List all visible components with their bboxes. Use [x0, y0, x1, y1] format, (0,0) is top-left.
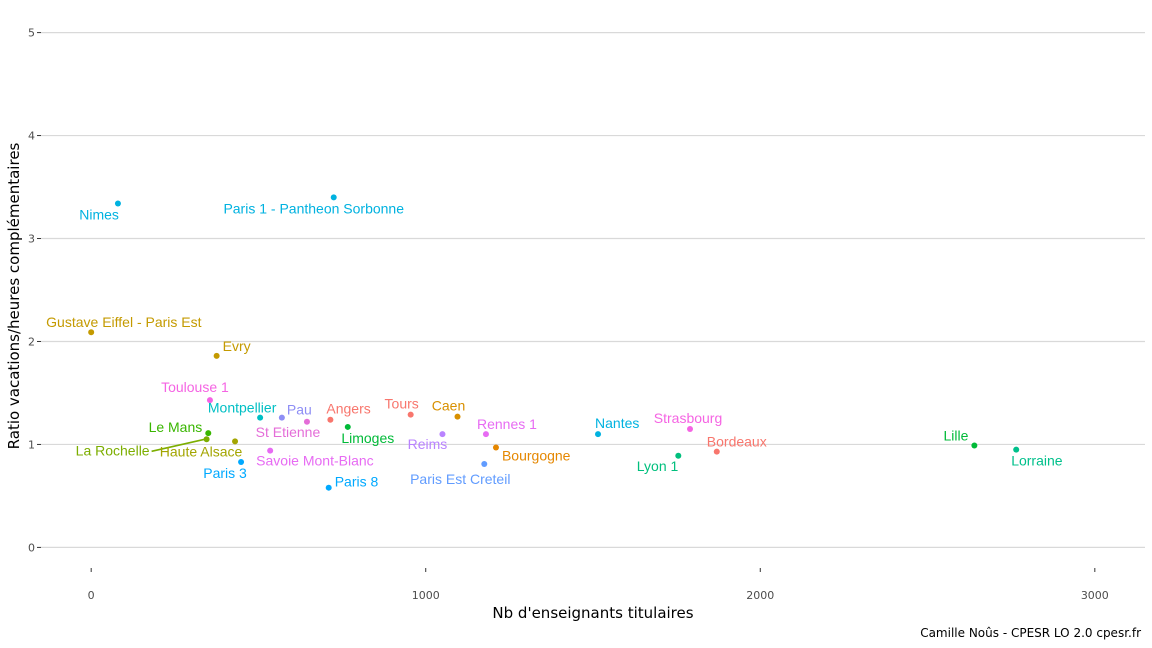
data-point [206, 397, 213, 404]
point-label: Lyon 1 [637, 458, 679, 474]
point-label: Tours [385, 396, 419, 412]
point-label: Evry [223, 338, 251, 354]
x-tick-label: 0 [88, 589, 95, 602]
y-tick-label: 0 [28, 541, 35, 554]
point-label: Bordeaux [707, 434, 767, 450]
data-point [481, 461, 488, 468]
point-label: Haute Alsace [160, 443, 243, 459]
point-label: Montpellier [208, 400, 277, 416]
data-point [344, 423, 351, 430]
horizontal-gridlines [41, 31, 1145, 549]
point-label: Paris Est Creteil [410, 471, 510, 487]
data-point [327, 416, 334, 423]
data-points [88, 194, 1020, 491]
data-point [257, 414, 264, 421]
data-point [330, 194, 337, 201]
data-point [88, 329, 95, 336]
data-point [325, 484, 332, 491]
data-point [675, 452, 682, 459]
point-label: Reims [408, 436, 448, 452]
y-axis-title: Ratio vacations/heures complémentaires [5, 142, 23, 449]
label-leader-lines [151, 438, 205, 453]
data-point [213, 352, 220, 359]
point-label: Paris 8 [335, 474, 379, 490]
data-point [687, 426, 694, 432]
x-axis-ticks: 0 1000 2000 3000 [88, 568, 1109, 602]
y-tick-label: 5 [28, 27, 35, 40]
point-label: Toulouse 1 [161, 379, 229, 395]
data-point [203, 436, 210, 443]
point-label: Strasbourg [654, 410, 722, 426]
y-tick-label: 1 [28, 438, 35, 451]
y-tick-label: 4 [28, 130, 35, 143]
data-point [232, 438, 239, 445]
point-label: Caen [432, 398, 465, 414]
data-point [303, 418, 310, 425]
point-label: Nantes [595, 415, 639, 431]
data-point [278, 414, 285, 421]
x-tick-label: 2000 [746, 589, 774, 602]
point-label: Lille [943, 427, 968, 443]
data-point [238, 458, 245, 465]
point-label: Bourgogne [502, 448, 571, 464]
data-point [114, 200, 121, 207]
point-label: La Rochelle [76, 442, 150, 458]
point-label: Le Mans [149, 419, 203, 435]
data-point [454, 413, 461, 420]
point-label: Pau [287, 402, 312, 418]
data-point [482, 431, 489, 438]
data-point [407, 411, 414, 418]
data-point [267, 447, 274, 454]
x-axis-title: Nb d'enseignants titulaires [492, 604, 693, 622]
x-tick-label: 1000 [412, 589, 440, 602]
point-label: Limoges [341, 430, 394, 446]
data-point [971, 442, 978, 449]
data-point [492, 444, 499, 451]
point-label: Savoie Mont-Blanc [256, 453, 374, 469]
data-point [595, 431, 602, 438]
point-label: Angers [326, 401, 370, 417]
data-point [439, 431, 446, 438]
point-label: Paris 3 [203, 465, 247, 481]
data-point [1013, 446, 1020, 453]
point-label: Paris 1 - Pantheon Sorbonne [223, 200, 404, 216]
point-label: Gustave Eiffel - Paris Est [46, 314, 201, 330]
caption: Camille Noûs - CPESR LO 2.0 cpesr.fr [920, 626, 1141, 640]
data-point [713, 448, 720, 455]
point-label: Rennes 1 [477, 416, 537, 432]
point-labels: Nimes Paris 1 - Pantheon Sorbonne Gustave … [46, 200, 1063, 489]
y-axis-ticks: 0 1 2 3 4 5 [28, 27, 41, 554]
x-tick-label: 3000 [1081, 589, 1109, 602]
y-tick-label: 2 [28, 335, 35, 348]
point-label: Nimes [79, 207, 119, 223]
point-label: St Etienne [256, 424, 321, 440]
data-point [205, 430, 212, 437]
point-label: Lorraine [1011, 453, 1063, 469]
y-tick-label: 3 [28, 233, 35, 246]
leader-line [151, 438, 205, 453]
